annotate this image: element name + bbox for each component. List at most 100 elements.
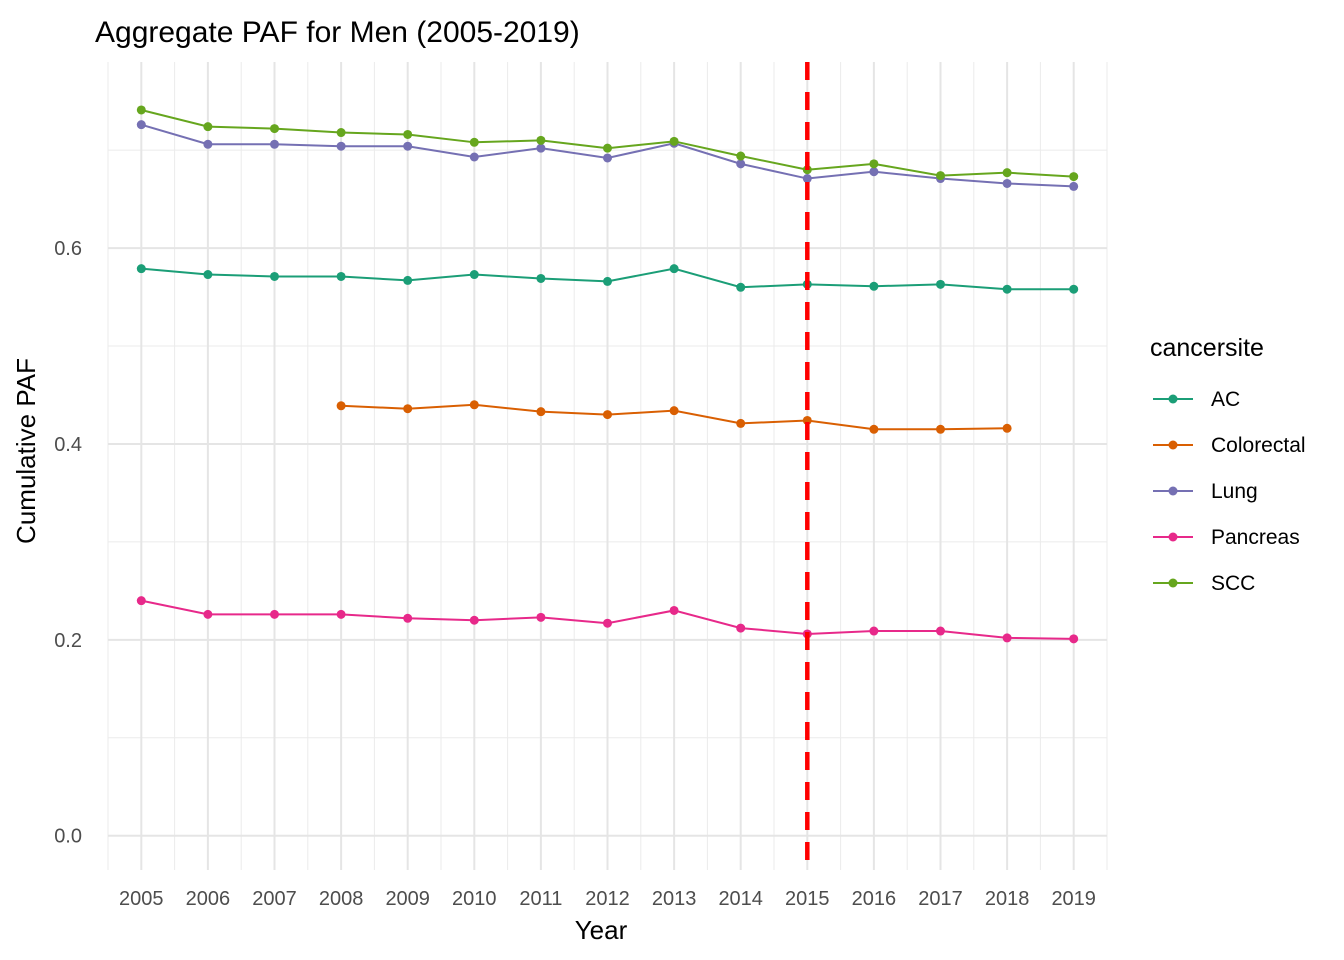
x-tick-label: 2013 [652,888,697,910]
data-point [336,609,346,619]
x-tick-label: 2018 [985,888,1030,910]
data-point [203,270,213,280]
data-point [469,137,479,147]
x-tick-label: 2016 [852,888,897,910]
y-axis-title: Cumulative PAF [11,358,41,544]
y-axis-ticks: 0.0 0.2 0.4 0.6 [54,238,82,848]
data-point [270,124,279,134]
data-point [936,171,945,181]
legend-label: Lung [1211,480,1258,503]
data-point [536,273,546,283]
data-point [603,410,612,420]
data-point [669,605,679,615]
data-point [403,613,413,623]
legend-label: AC [1211,388,1240,411]
legend-key-point [1168,394,1178,404]
legend-label: SCC [1211,572,1255,595]
x-tick-label: 2008 [319,888,364,910]
data-point [1002,423,1012,433]
y-tick-label: 0.6 [54,238,82,260]
x-tick-label: 2005 [119,888,164,910]
legend-key-point [1168,486,1178,496]
data-point [869,167,879,177]
data-point [936,279,945,289]
data-point [603,153,612,163]
data-point [536,143,546,153]
data-point [802,174,812,184]
data-point [403,275,413,285]
data-point [270,139,279,149]
data-point [736,623,746,633]
data-point [536,612,546,622]
data-point [1002,168,1012,178]
legend: cancersite AC Colorectal Lung Pancreas SCC [1150,334,1306,595]
data-point [736,418,746,428]
data-point [469,270,479,280]
data-point [1002,284,1012,294]
data-point [203,122,213,132]
grid [107,62,1108,870]
data-point [669,406,679,416]
data-point [936,424,945,434]
data-point [536,407,546,417]
x-tick-label: 2019 [1051,888,1096,910]
data-point [869,281,879,291]
legend-label: Pancreas [1211,526,1300,549]
x-tick-label: 2009 [385,888,430,910]
data-point [203,139,213,149]
x-tick-label: 2006 [186,888,231,910]
x-tick-label: 2010 [452,888,497,910]
data-point [1069,181,1079,191]
data-point [336,128,346,138]
data-point [1002,178,1012,188]
x-tick-label: 2017 [918,888,963,910]
y-tick-label: 0.0 [54,826,82,848]
data-point [203,609,213,619]
data-point [136,264,146,274]
data-point [403,141,413,151]
data-point [1069,284,1079,294]
legend-title: cancersite [1150,334,1264,362]
legend-key-point [1168,578,1178,588]
data-point [603,143,612,153]
x-tick-label: 2012 [585,888,630,910]
data-point [136,120,146,130]
chart-title: Aggregate PAF for Men (2005-2019) [95,16,580,49]
legend-label: Colorectal [1211,434,1306,457]
data-point [869,159,879,169]
data-point [336,271,346,281]
x-tick-label: 2007 [252,888,297,910]
y-tick-label: 0.2 [54,630,82,652]
data-point [603,276,612,286]
data-point [136,105,146,115]
data-point [1069,172,1079,182]
data-point [603,618,612,628]
data-point [1069,634,1079,644]
data-point [736,282,746,292]
data-point [270,271,279,281]
data-point [336,141,346,151]
x-tick-label: 2011 [519,888,562,910]
y-tick-label: 0.4 [54,434,82,456]
data-point [936,626,945,636]
data-point [270,609,279,619]
data-point [869,626,879,636]
x-axis-ticks: 2005 2006 2007 2008 2009 2010 2011 2012 2013 2014… [119,888,1096,910]
legend-key-point [1168,532,1178,542]
data-point [469,400,479,410]
data-point [403,129,413,139]
x-axis-title: Year [575,915,628,945]
data-point [336,401,346,411]
data-point [1002,633,1012,643]
x-tick-label: 2014 [718,888,763,910]
data-point [869,424,879,434]
data-point [736,159,746,169]
data-point [669,136,679,146]
data-point [469,615,479,625]
data-point [736,151,746,161]
data-point [669,264,679,274]
legend-key-point [1168,440,1178,450]
data-point [403,404,413,414]
data-point [469,152,479,162]
